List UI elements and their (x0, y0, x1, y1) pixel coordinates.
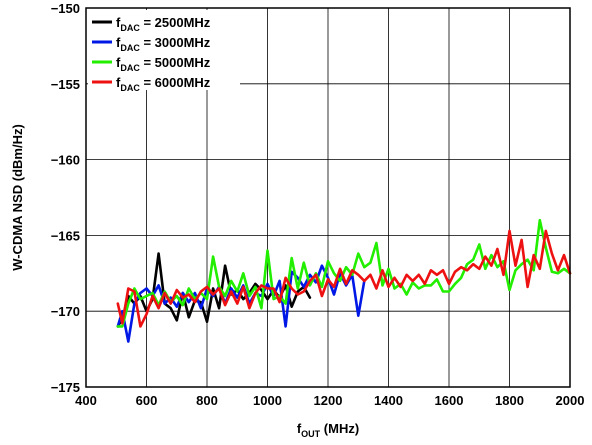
y-tick-label: −170 (51, 304, 80, 319)
legend-entry: fDAC = 2500MHz (116, 15, 211, 33)
y-tick-label: −160 (51, 153, 80, 168)
x-tick-label: 600 (136, 393, 158, 408)
legend-background (88, 10, 240, 90)
x-tick-label: 1200 (314, 393, 343, 408)
x-tick-label: 2000 (556, 393, 585, 408)
legend-entry: fDAC = 3000MHz (116, 35, 211, 53)
y-axis-title: W-CDMA NSD (dBm/Hz) (10, 124, 25, 271)
series-lines (116, 218, 572, 343)
plot-frame (85, 7, 571, 388)
x-tick-labels: 400 600 800 1000 1200 1400 1600 1800 2000 (75, 393, 584, 408)
y-tick-labels: −175 −170 −165 −160 −155 −150 (51, 1, 80, 395)
x-tick-label: 1000 (253, 393, 282, 408)
x-axis-title-rest: (MHz) (320, 421, 359, 436)
series-line-4 (116, 229, 572, 328)
y-tick-label: −155 (51, 77, 80, 92)
legend-entry: fDAC = 6000MHz (116, 75, 211, 93)
x-tick-label: 1800 (495, 393, 524, 408)
grid (85, 7, 571, 388)
y-tick-label: −175 (51, 380, 80, 395)
x-tick-label: 1400 (374, 393, 403, 408)
x-axis-title: fOUT (MHz) (297, 421, 359, 439)
x-tick-label: 1600 (435, 393, 464, 408)
y-tick-label: −150 (51, 1, 80, 16)
x-tick-label: 400 (75, 393, 97, 408)
legend-entry: fDAC = 5000MHz (116, 55, 211, 73)
legend: fDAC = 2500MHz fDAC = 3000MHz fDAC = 5000M… (88, 10, 240, 93)
x-tick-label: 800 (196, 393, 218, 408)
x-axis-title-sub: OUT (301, 429, 321, 439)
y-tick-label: −165 (51, 228, 80, 243)
x-axis-title-main: f (297, 421, 302, 436)
